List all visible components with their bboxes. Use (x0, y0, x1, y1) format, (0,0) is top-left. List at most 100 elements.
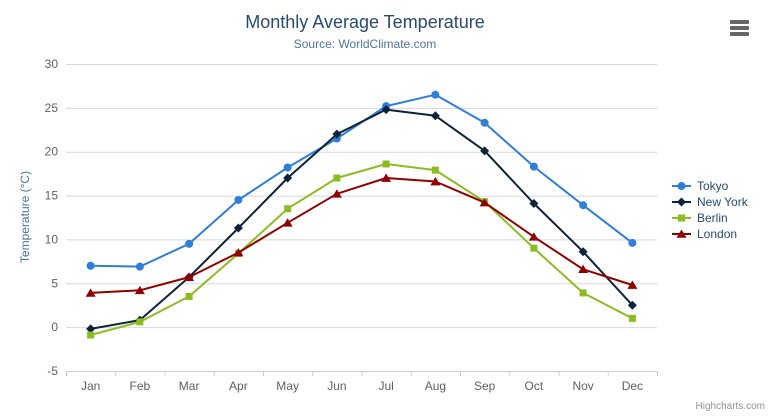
data-point-marker[interactable] (579, 201, 588, 210)
y-axis-label: 5 (51, 276, 58, 290)
legend-item-new-york[interactable]: New York (672, 194, 748, 210)
data-point-marker[interactable] (86, 324, 96, 334)
series-line (89, 163, 634, 336)
data-point-marker[interactable] (87, 331, 95, 339)
legend-label: New York (697, 195, 748, 209)
data-point-marker[interactable] (382, 160, 390, 168)
data-point-marker (678, 214, 685, 222)
series-line (89, 177, 634, 294)
data-point-marker[interactable] (86, 261, 95, 270)
chart-title: Monthly Average Temperature (245, 12, 485, 32)
y-axis-label: 15 (45, 189, 59, 203)
data-point-marker[interactable] (530, 244, 538, 252)
data-point-marker[interactable] (85, 288, 96, 297)
x-axis-label: Jan (81, 379, 100, 393)
series-london[interactable] (85, 173, 638, 297)
data-point-marker[interactable] (134, 285, 145, 295)
data-point-marker[interactable] (480, 118, 489, 127)
x-axis (66, 371, 658, 376)
legend-item-berlin[interactable]: Berlin (672, 210, 748, 226)
y-axis-label: 0 (51, 320, 58, 334)
data-point-marker[interactable] (331, 189, 342, 198)
x-axis-label: Sep (474, 379, 496, 393)
legend-item-tokyo[interactable]: Tokyo (672, 178, 748, 194)
legend-diamond-icon (672, 197, 691, 207)
data-point-marker[interactable] (283, 173, 293, 183)
x-axis-label: May (276, 379, 299, 393)
legend-label: Berlin (697, 211, 728, 225)
x-axis-label: Jun (327, 379, 346, 393)
data-point-marker[interactable] (528, 232, 539, 241)
data-point-marker[interactable] (381, 105, 391, 115)
data-point-marker[interactable] (430, 111, 440, 121)
series-new-york[interactable] (86, 105, 637, 334)
data-point-marker[interactable] (234, 195, 243, 204)
data-point-marker[interactable] (284, 205, 292, 213)
series-line (89, 93, 634, 268)
data-point-marker[interactable] (233, 248, 244, 257)
data-point-marker[interactable] (627, 300, 637, 310)
hamburger-icon (730, 26, 749, 30)
data-point-marker[interactable] (529, 198, 539, 208)
data-point-marker[interactable] (135, 262, 144, 271)
x-axis-label: Nov (572, 379, 593, 393)
data-point-marker[interactable] (479, 198, 490, 207)
data-point-marker[interactable] (332, 129, 342, 139)
data-point-marker[interactable] (431, 90, 440, 99)
data-point-marker[interactable] (480, 146, 490, 156)
x-axis-label: Apr (229, 379, 248, 393)
legend-item-london[interactable]: London (672, 226, 748, 242)
data-point-marker[interactable] (333, 174, 341, 182)
legend-square-icon (672, 214, 691, 222)
legend: Tokyo New York Berlin London (672, 178, 748, 242)
x-axis-label: Oct (525, 379, 544, 393)
y-axis-title: Temperature (°C) (18, 170, 32, 264)
data-point-marker (677, 197, 686, 207)
x-axis-label: Jul (378, 379, 393, 393)
y-axis-label: 20 (45, 145, 59, 159)
hamburger-icon (730, 20, 749, 24)
credits-link[interactable]: Highcharts.com (695, 401, 765, 412)
data-point-marker[interactable] (578, 264, 589, 274)
x-axis-labels: Jan Feb Mar Apr May Jun Jul Aug Sep Oct Nov Dec (81, 379, 643, 393)
legend-label: Tokyo (697, 179, 729, 193)
y-axis-label: 10 (45, 232, 59, 246)
data-point-marker[interactable] (627, 280, 638, 289)
data-point-marker (677, 182, 686, 190)
data-point-marker[interactable] (282, 218, 293, 227)
legend-circle-icon (672, 182, 691, 190)
data-point-marker[interactable] (233, 223, 243, 233)
legend-label: London (697, 227, 738, 241)
data-point-marker[interactable] (628, 314, 636, 322)
data-point-marker[interactable] (184, 272, 195, 281)
data-point-marker[interactable] (185, 292, 193, 300)
chart-subtitle: Source: WorldClimate.com (293, 37, 437, 51)
data-point-marker[interactable] (578, 247, 588, 257)
data-point-marker[interactable] (529, 162, 538, 171)
series-line (89, 108, 634, 330)
data-point-marker[interactable] (185, 239, 194, 248)
data-point-marker[interactable] (283, 163, 292, 172)
legend-triangle-icon (672, 229, 691, 238)
hamburger-icon (730, 32, 749, 36)
x-axis-label: Feb (130, 379, 151, 393)
x-axis-label: Aug (425, 379, 446, 393)
y-axis-labels: -5 0 5 10 15 20 25 30 (45, 57, 59, 378)
gridlines (66, 64, 657, 329)
data-point-marker[interactable] (136, 318, 144, 326)
y-axis-label: 30 (45, 57, 59, 71)
x-axis-label: Mar (179, 379, 200, 393)
x-axis-label: Dec (622, 379, 643, 393)
data-point-marker[interactable] (381, 173, 392, 182)
series-tokyo[interactable] (86, 90, 637, 271)
data-point-marker[interactable] (430, 177, 441, 186)
y-axis-label: -5 (47, 364, 58, 378)
y-axis-label: 25 (45, 101, 59, 115)
export-menu-button[interactable] (728, 18, 752, 38)
data-point-marker[interactable] (579, 289, 587, 297)
data-point-marker[interactable] (431, 166, 439, 174)
data-point-marker[interactable] (628, 238, 637, 247)
data-point-marker (676, 229, 687, 238)
